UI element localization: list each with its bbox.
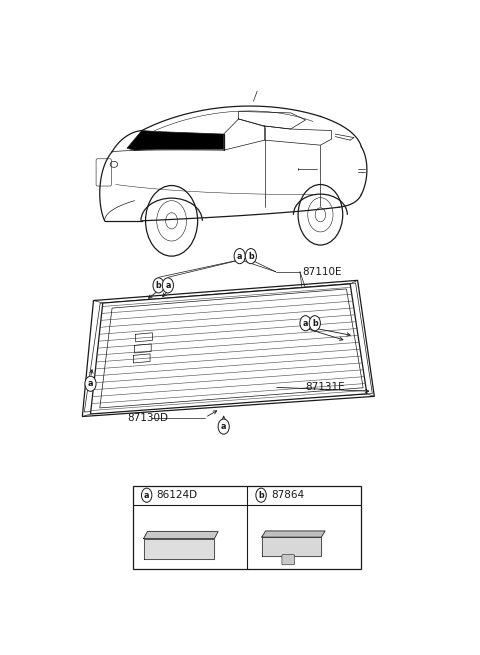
Circle shape [234,248,245,264]
Text: a: a [221,422,227,431]
Circle shape [309,316,321,331]
Text: 86124D: 86124D [156,490,198,500]
Circle shape [142,488,152,502]
FancyBboxPatch shape [282,555,295,565]
Text: b: b [258,491,264,500]
Circle shape [153,278,164,293]
FancyBboxPatch shape [132,485,361,569]
Polygon shape [144,531,218,538]
Text: 87864: 87864 [271,490,304,500]
Text: b: b [312,319,318,328]
Text: a: a [144,491,149,500]
Polygon shape [127,130,224,150]
Polygon shape [262,537,321,556]
Text: 87110E: 87110E [302,267,341,277]
Circle shape [218,419,229,434]
Text: a: a [237,252,242,261]
Polygon shape [144,538,215,559]
Text: 87130D: 87130D [127,413,168,422]
Text: b: b [156,281,161,290]
Circle shape [162,278,173,293]
Polygon shape [262,531,325,537]
Circle shape [85,376,96,391]
Text: a: a [88,379,93,388]
Circle shape [245,248,256,264]
Circle shape [256,488,266,502]
Text: b: b [248,252,254,261]
Text: a: a [165,281,170,290]
Text: a: a [303,319,308,328]
Text: 87131E: 87131E [305,383,345,392]
Circle shape [300,316,311,331]
Polygon shape [91,284,367,414]
